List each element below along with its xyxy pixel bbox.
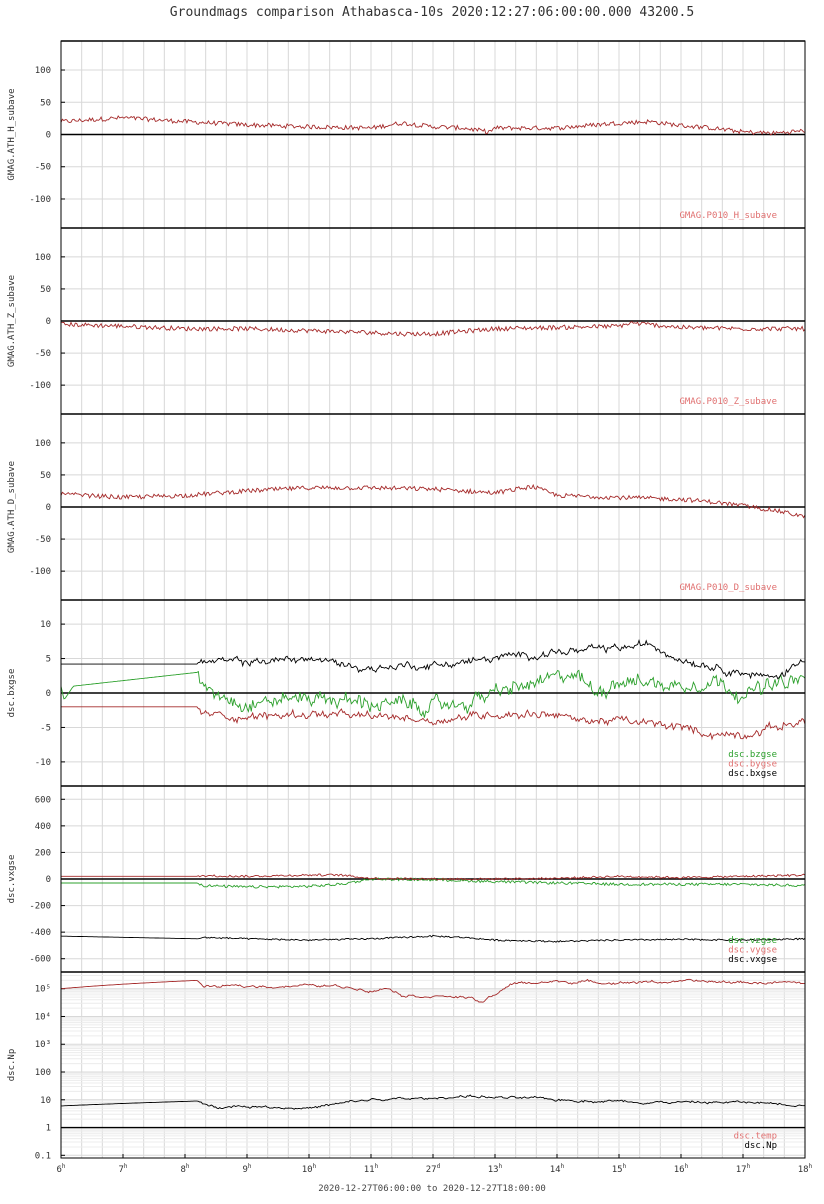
y-tick-label: -100 <box>29 195 51 205</box>
y-tick-label: 0 <box>46 317 51 327</box>
series-line-GMAG-P010-Z-subave <box>60 321 806 337</box>
series-line-dsc-bzgse <box>60 669 806 718</box>
y-tick-label: 10 <box>40 1096 51 1106</box>
legend-label: GMAG.P010_Z_subave <box>679 397 777 407</box>
legend-label: GMAG.P010_D_subave <box>679 583 777 593</box>
series-line-dsc-bxgse <box>61 639 806 680</box>
y-tick-label: -10 <box>35 758 51 768</box>
y-tick-label: -100 <box>29 567 51 577</box>
y-axis-label: dsc.vxgse <box>7 855 17 904</box>
y-tick-label: 1 <box>46 1124 51 1134</box>
y-tick-label: -50 <box>35 163 51 173</box>
series-line-dsc-temp <box>60 978 805 1003</box>
y-tick-label: 100 <box>35 1068 51 1078</box>
panel-1: 100 50 0 -50 -100 GMAG.ATH_H_subave GMAG.P010_… <box>7 40 806 229</box>
series-line-dsc-vzgse <box>61 877 806 889</box>
x-tick-label: 9h <box>242 1163 251 1175</box>
x-tick-label: 13h <box>488 1163 503 1175</box>
legend-label: dsc.temp <box>734 1132 777 1142</box>
chart-footer: 2020-12-27T06:00:00 to 2020-12-27T18:00:… <box>318 1184 546 1194</box>
y-tick-label: 100 <box>35 66 51 76</box>
legend-label: dsc.bzgse <box>728 750 777 760</box>
x-tick-label: 27d <box>426 1163 441 1175</box>
y-tick-label: 10⁴ <box>35 1012 51 1022</box>
x-tick-label: 15h <box>612 1163 627 1175</box>
series-line-dsc-vygse <box>61 873 806 881</box>
y-tick-label: 0 <box>46 503 51 513</box>
y-tick-label: 10³ <box>35 1040 51 1050</box>
y-tick-label: 100 <box>35 253 51 263</box>
y-axis-label: dsc.Np <box>7 1049 17 1082</box>
x-tick-label: 17h <box>736 1163 751 1175</box>
y-tick-label: 100 <box>35 439 51 449</box>
y-tick-label: -100 <box>29 381 51 391</box>
legend-label: GMAG.P010_H_subave <box>679 211 777 221</box>
y-tick-label: -50 <box>35 349 51 359</box>
y-tick-label: 5 <box>46 655 51 665</box>
y-tick-label: -400 <box>29 928 51 938</box>
panel-2: 100 50 0 -50 -100 GMAG.ATH_Z_subave GMAG.P010_… <box>7 227 806 415</box>
series-line-dsc-bygse <box>61 706 806 741</box>
y-tick-label: 0.1 <box>35 1151 51 1161</box>
y-tick-label: 200 <box>35 848 51 858</box>
x-tick-label: 11h <box>364 1163 379 1175</box>
legend-label: dsc.vygse <box>728 946 777 956</box>
y-tick-label: 600 <box>35 795 51 805</box>
chart-title: Groundmags comparison Athabasca-10s 2020… <box>170 5 694 20</box>
x-tick-label: 6h <box>56 1163 65 1175</box>
y-tick-label: 0 <box>46 689 51 699</box>
y-axis-label: dsc.bxgse <box>7 669 17 718</box>
y-tick-label: -200 <box>29 902 51 912</box>
x-tick-label: 8h <box>180 1163 189 1175</box>
x-tick-label: 7h <box>118 1163 127 1175</box>
y-tick-label: 10⁵ <box>35 985 51 995</box>
y-axis-label: GMAG.ATH_H_subave <box>7 88 17 180</box>
y-tick-label: 0 <box>46 875 51 885</box>
series-line-GMAG-P010-D-subave <box>60 483 806 519</box>
legend-label: dsc.Np <box>744 1141 777 1151</box>
y-tick-label: 10 <box>40 620 51 630</box>
y-tick-label: -50 <box>35 535 51 545</box>
legend-label: dsc.bxgse <box>728 769 777 779</box>
x-tick-label: 14h <box>550 1163 565 1175</box>
y-tick-label: -5 <box>40 723 51 733</box>
x-tick-label: 16h <box>674 1163 689 1175</box>
panel-3: 100 50 0 -50 -100 GMAG.ATH_D_subave GMAG.P010_… <box>7 413 806 601</box>
y-axis-label: GMAG.ATH_Z_subave <box>7 275 17 367</box>
legend-label: dsc.vxgse <box>728 955 777 965</box>
legend-label: dsc.bygse <box>728 760 777 770</box>
y-tick-label: 50 <box>40 285 51 295</box>
series-line-GMAG-P010-H-subave <box>60 115 806 136</box>
panel-4: 1050-5-10dsc.bxgsedsc.bzgsedsc.bygsedsc.… <box>7 599 806 787</box>
series-line-dsc-Np <box>61 1094 806 1110</box>
x-tick-label: 10h <box>302 1163 317 1175</box>
series-line-dsc-vxgse <box>60 934 806 943</box>
y-tick-label: 50 <box>40 471 51 481</box>
y-tick-label: -600 <box>29 955 51 965</box>
legend-label: dsc.vzgse <box>728 936 777 946</box>
x-tick-label: 18h <box>798 1163 813 1175</box>
y-axis-label: GMAG.ATH_D_subave <box>7 461 17 553</box>
panel-5: 600 400 200 0 -200 -400 -600 dsc.vxgse dsc.vzgse… <box>7 785 806 973</box>
y-tick-label: 0 <box>46 131 51 141</box>
y-tick-label: 400 <box>35 822 51 832</box>
y-tick-label: 50 <box>40 98 51 108</box>
